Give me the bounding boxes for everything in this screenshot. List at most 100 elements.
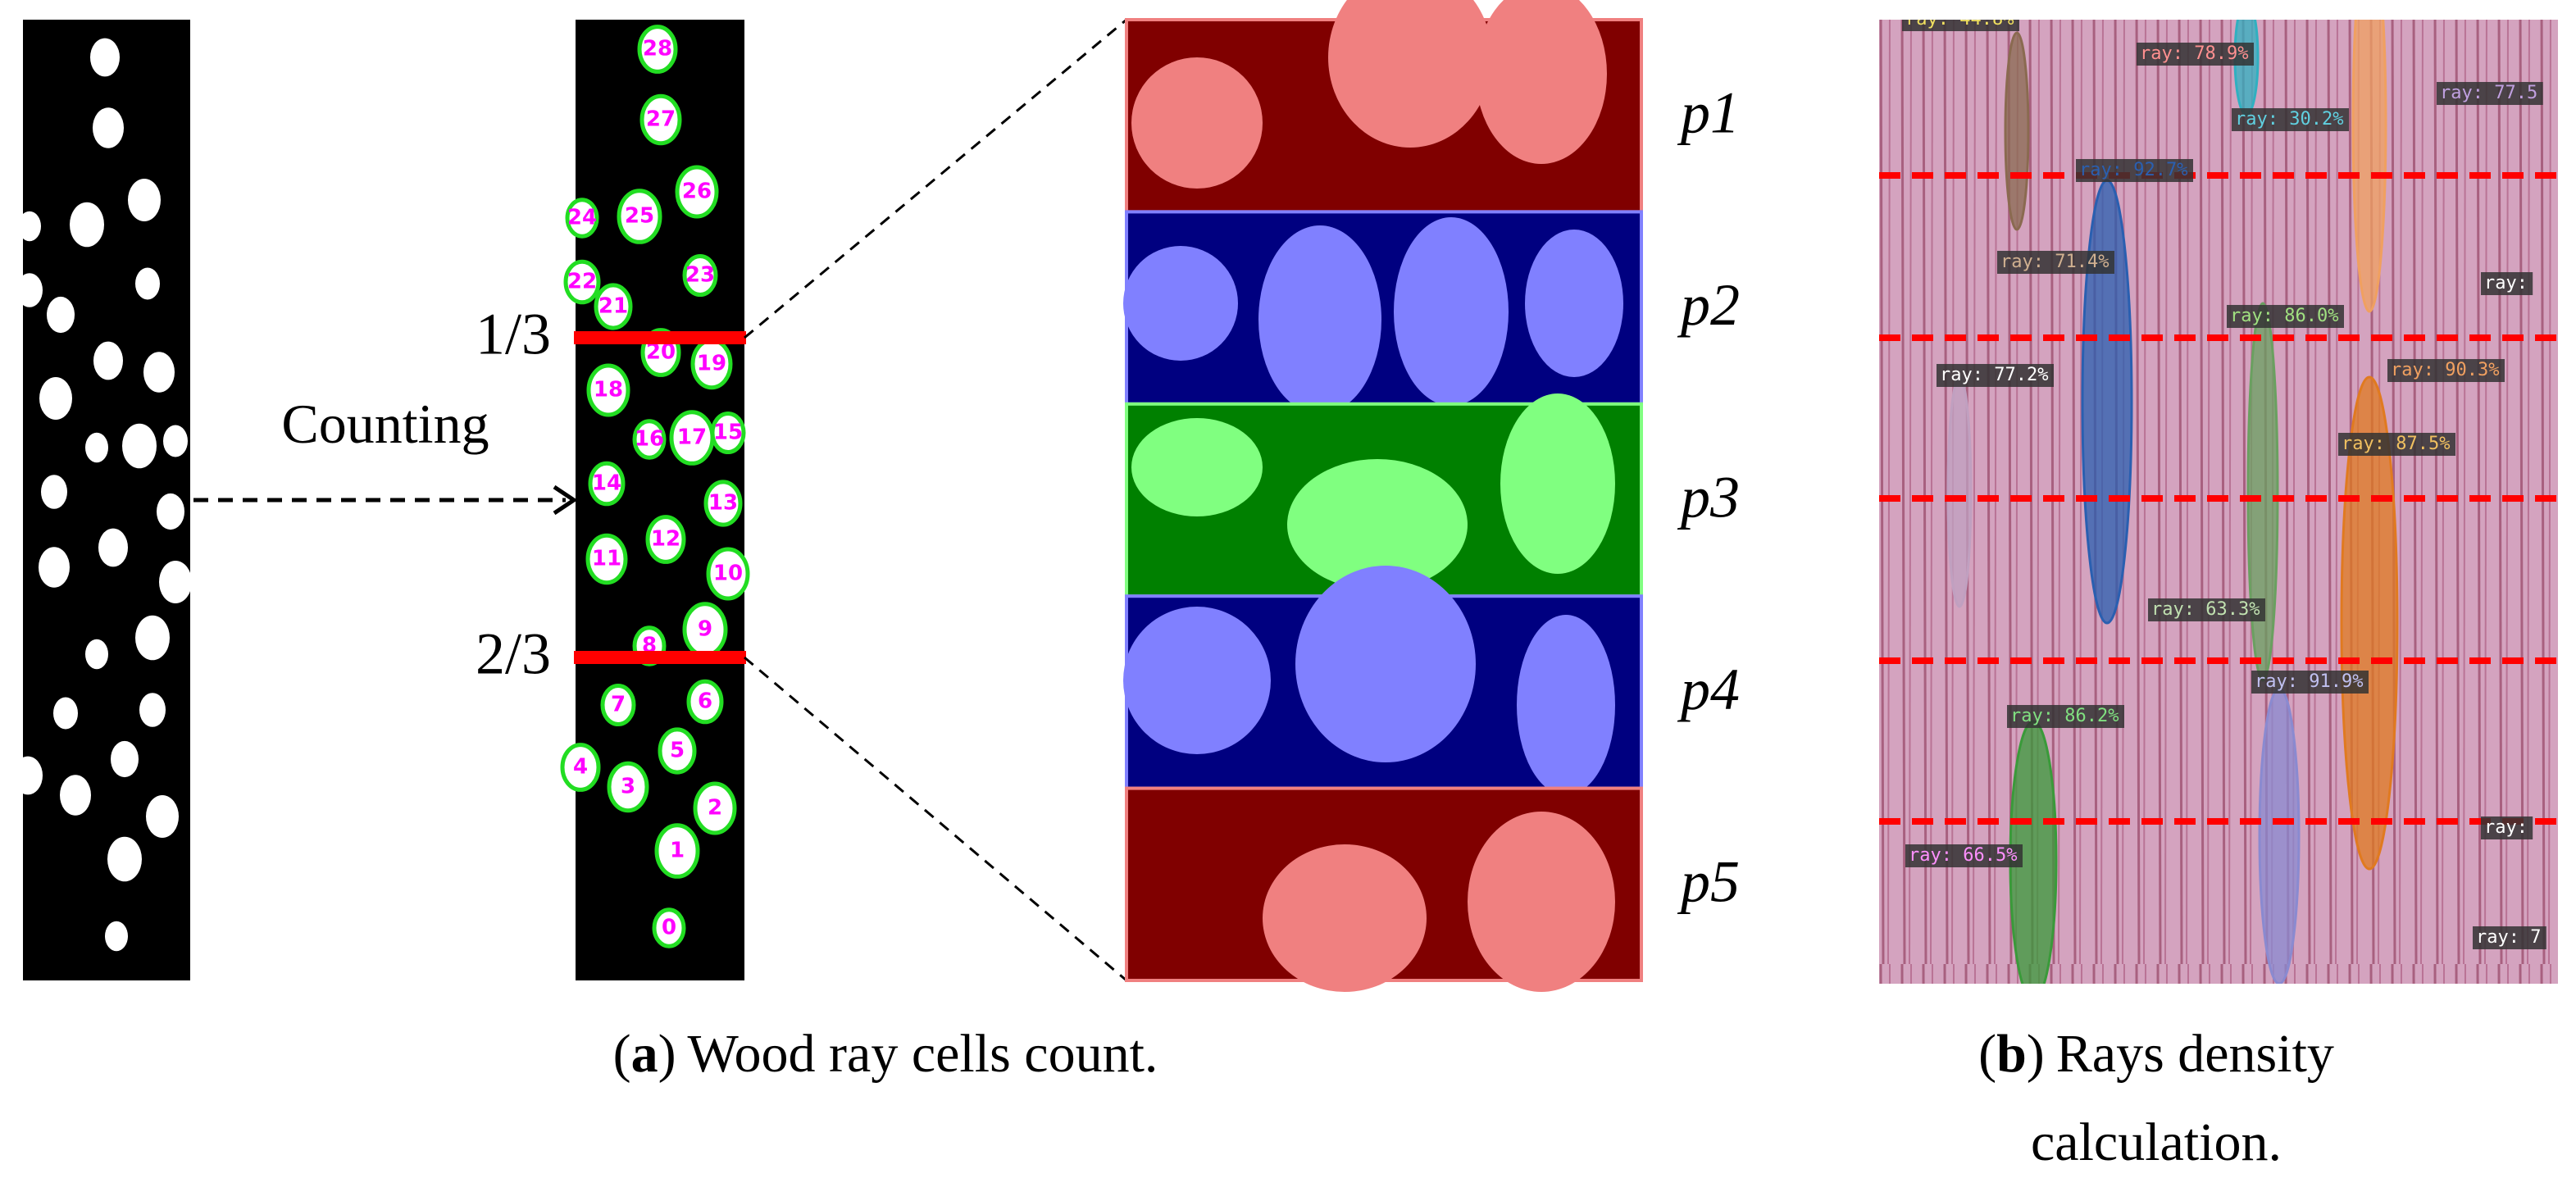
cell-id: 15	[713, 421, 743, 445]
cell	[93, 341, 123, 380]
cell	[163, 425, 188, 457]
cell	[18, 211, 41, 242]
detection-box	[2148, 598, 2265, 621]
part-label: p5	[1677, 848, 1740, 914]
part-cell	[1468, 812, 1615, 992]
cell-outline	[637, 25, 678, 74]
cell-outline	[585, 533, 628, 585]
detection-box	[2137, 43, 2254, 66]
cell-outline	[706, 547, 750, 601]
detection-box	[2387, 359, 2505, 382]
caption-label: b	[1996, 1024, 2027, 1084]
cell-outline	[703, 480, 743, 527]
cell	[111, 740, 139, 778]
cell	[41, 475, 67, 509]
cell-id: 18	[594, 378, 623, 403]
cell-id: 23	[685, 263, 715, 288]
arrow-head	[553, 484, 578, 516]
cell-id: 12	[651, 527, 680, 552]
cell	[85, 432, 108, 463]
segmented-parts	[1123, 0, 1643, 992]
detection-label: ray: 91.9%	[2255, 671, 2363, 692]
cell	[39, 377, 72, 420]
cell-outline	[560, 743, 601, 792]
part-cell	[1476, 0, 1607, 164]
detection-label: ray: 86.2%	[2010, 706, 2119, 726]
cell-outline	[565, 198, 599, 239]
cell	[122, 423, 157, 469]
detection-label: ray: 66.5%	[1909, 845, 2017, 866]
cell	[16, 273, 43, 307]
zoom-line	[744, 18, 1127, 339]
cell	[85, 639, 108, 670]
cell	[128, 179, 161, 221]
cell-outline	[675, 165, 719, 219]
cell-id: 0	[662, 916, 676, 940]
cell-id: 9	[698, 617, 712, 642]
ray	[2351, 20, 2387, 313]
cell	[93, 107, 124, 148]
cell-outline	[645, 515, 686, 564]
cell	[135, 267, 160, 300]
cell	[135, 615, 170, 661]
part-label: p2	[1677, 272, 1740, 338]
cell-id: 19	[697, 352, 726, 376]
cell-id: 14	[592, 471, 621, 496]
detection-box	[2227, 305, 2344, 328]
cell	[159, 561, 192, 603]
detection-box	[1902, 20, 2019, 31]
ray	[2246, 302, 2279, 682]
caption-a: (a) Wood ray cells count.	[459, 1010, 1312, 1098]
ray	[2081, 179, 2133, 625]
part-cell	[1263, 844, 1427, 992]
cell-outline	[669, 410, 715, 466]
cell-outline	[686, 679, 724, 725]
detection-label: ray: 71.4%	[2000, 252, 2109, 272]
detection-box	[2076, 159, 2193, 182]
cell-outline	[654, 823, 700, 879]
rays-image: ray: 44.8% ray: 78.9% ray: 30.2% ray: 77.5 r…	[1879, 20, 2558, 984]
cell	[139, 693, 166, 727]
cell-id: 21	[598, 294, 628, 319]
cell-id: 26	[682, 180, 712, 204]
cell-id: 24	[567, 206, 597, 230]
cell-outline	[693, 781, 737, 835]
caption-open: (	[1978, 1024, 1997, 1084]
cell-outline	[588, 461, 626, 507]
caption-label: a	[630, 1024, 658, 1084]
detection-box	[2232, 108, 2349, 131]
cell-outline	[607, 761, 649, 813]
part-cell	[1123, 246, 1238, 361]
cell-outline	[682, 254, 718, 297]
cell-outline	[658, 727, 697, 775]
cell-outline	[594, 283, 633, 330]
detection-label: ray: 30.2%	[2235, 109, 2343, 130]
cell-id: 10	[713, 562, 743, 586]
cell-id: 3	[621, 775, 635, 799]
part-label: p1	[1677, 80, 1740, 146]
detection-label: ray: 63.3%	[2151, 599, 2260, 620]
part-cell	[1131, 57, 1263, 189]
cell-id: 1	[670, 839, 685, 863]
part-cell	[1131, 418, 1263, 516]
cell	[143, 352, 175, 393]
detection-label: ray: 77.5	[2440, 83, 2537, 103]
cell-id: 13	[708, 491, 738, 516]
cell	[13, 756, 43, 795]
cell-id: 2	[708, 796, 722, 821]
arrow-label: Counting	[281, 393, 489, 455]
cell	[60, 775, 91, 816]
part-label: p4	[1677, 657, 1740, 722]
detection-box	[2251, 671, 2369, 694]
cell-id: 16	[635, 427, 664, 452]
detection-label: ray: 7	[2476, 927, 2541, 948]
caption-b: (b) Rays density calculation.	[1902, 1010, 2410, 1178]
cell	[98, 528, 128, 567]
cell	[146, 795, 179, 838]
part-cell	[1394, 217, 1509, 406]
part-cell	[1123, 607, 1271, 754]
cell-outline	[617, 189, 662, 244]
cell-id: 6	[698, 689, 712, 714]
